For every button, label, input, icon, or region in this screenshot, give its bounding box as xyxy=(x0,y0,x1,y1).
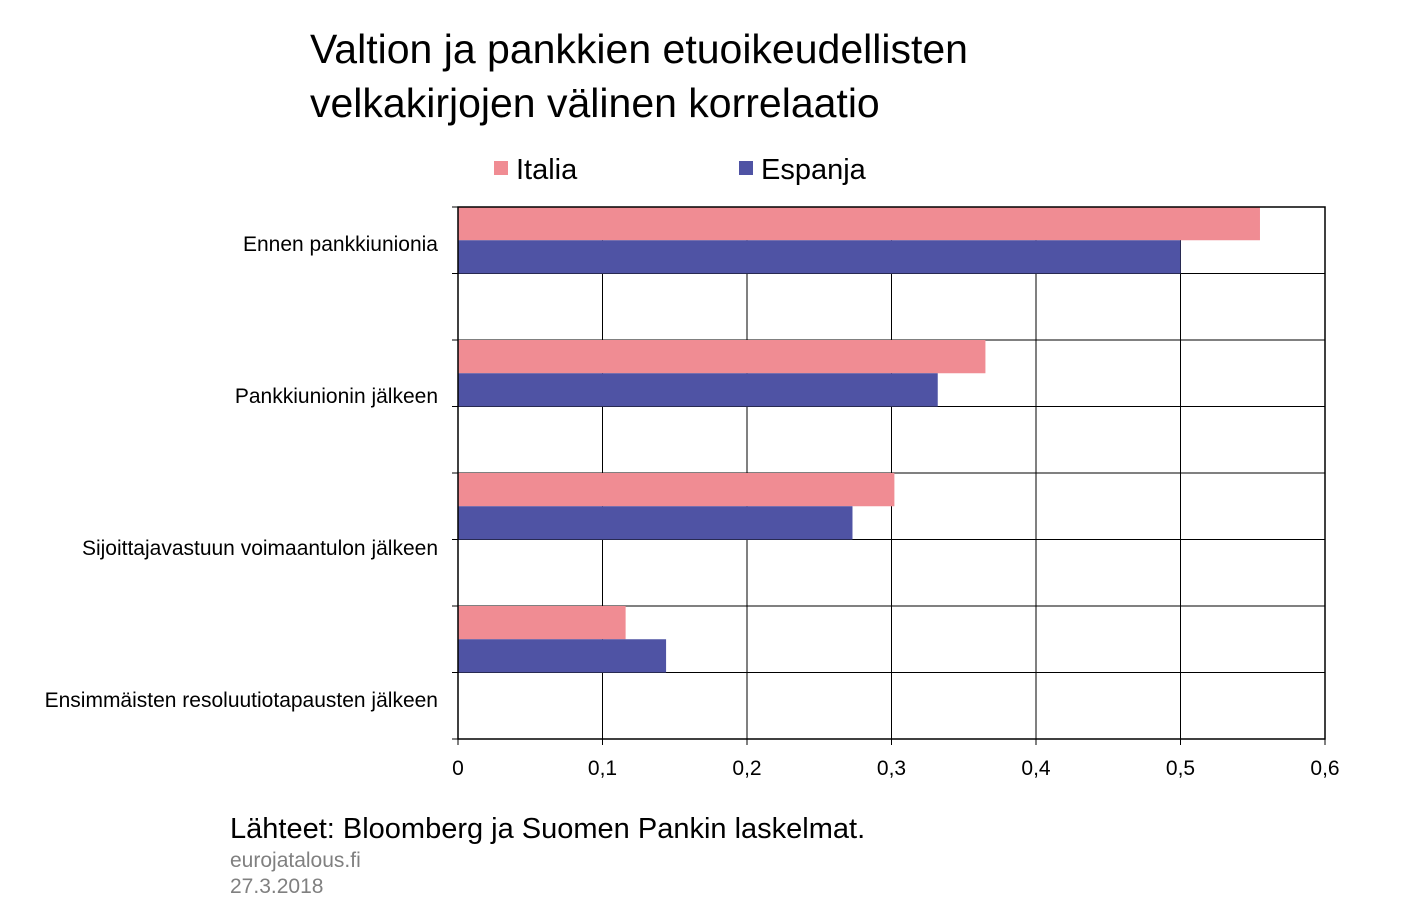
bar-espanja xyxy=(458,373,938,407)
bar-espanja xyxy=(458,240,1181,274)
x-tick-label: 0 xyxy=(452,757,464,780)
category-label: Pankkiunionin jälkeen xyxy=(235,385,438,408)
x-tick-label: 0,3 xyxy=(877,757,906,780)
chart-title-line-2: velkakirjojen välinen korrelaatio xyxy=(310,80,880,126)
x-tick-label: 0,4 xyxy=(1021,757,1051,780)
x-tick-label: 0,1 xyxy=(588,757,617,780)
footer-date: 27.3.2018 xyxy=(230,875,323,898)
bars xyxy=(457,206,1326,740)
category-label: Sijoittajavastuun voimaantulon jälkeen xyxy=(82,537,438,560)
x-tick-label: 0,2 xyxy=(732,757,761,780)
plot-area-border xyxy=(457,206,1326,740)
x-tick-label: 0,6 xyxy=(1310,757,1339,780)
bar-espanja xyxy=(458,639,667,673)
chart-title-line-1: Valtion ja pankkien etuoikeudellisten xyxy=(310,26,968,72)
bar-italia xyxy=(458,207,1260,241)
legend-swatch-espanja xyxy=(739,161,753,175)
x-axis-tick-labels: 0 0,1 0,2 0,3 0,4 0,5 0,6 xyxy=(452,757,1339,780)
legend-swatch-italia xyxy=(494,161,508,175)
legend: Italia Espanja xyxy=(494,154,867,186)
bar-italia xyxy=(458,340,986,374)
source-note: Lähteet: Bloomberg ja Suomen Pankin lask… xyxy=(230,813,865,845)
category-label: Ensimmäisten resoluutiotapausten jälkeen xyxy=(45,689,438,712)
category-label: Ennen pankkiunionia xyxy=(243,233,438,256)
footer-site: eurojatalous.fi xyxy=(230,849,361,872)
bar-italia xyxy=(458,606,626,640)
x-tick-label: 0,5 xyxy=(1166,757,1195,780)
bar-espanja xyxy=(458,506,853,540)
legend-label-italia: Italia xyxy=(516,154,578,186)
bar-italia xyxy=(458,473,895,507)
legend-label-espanja: Espanja xyxy=(761,154,867,186)
